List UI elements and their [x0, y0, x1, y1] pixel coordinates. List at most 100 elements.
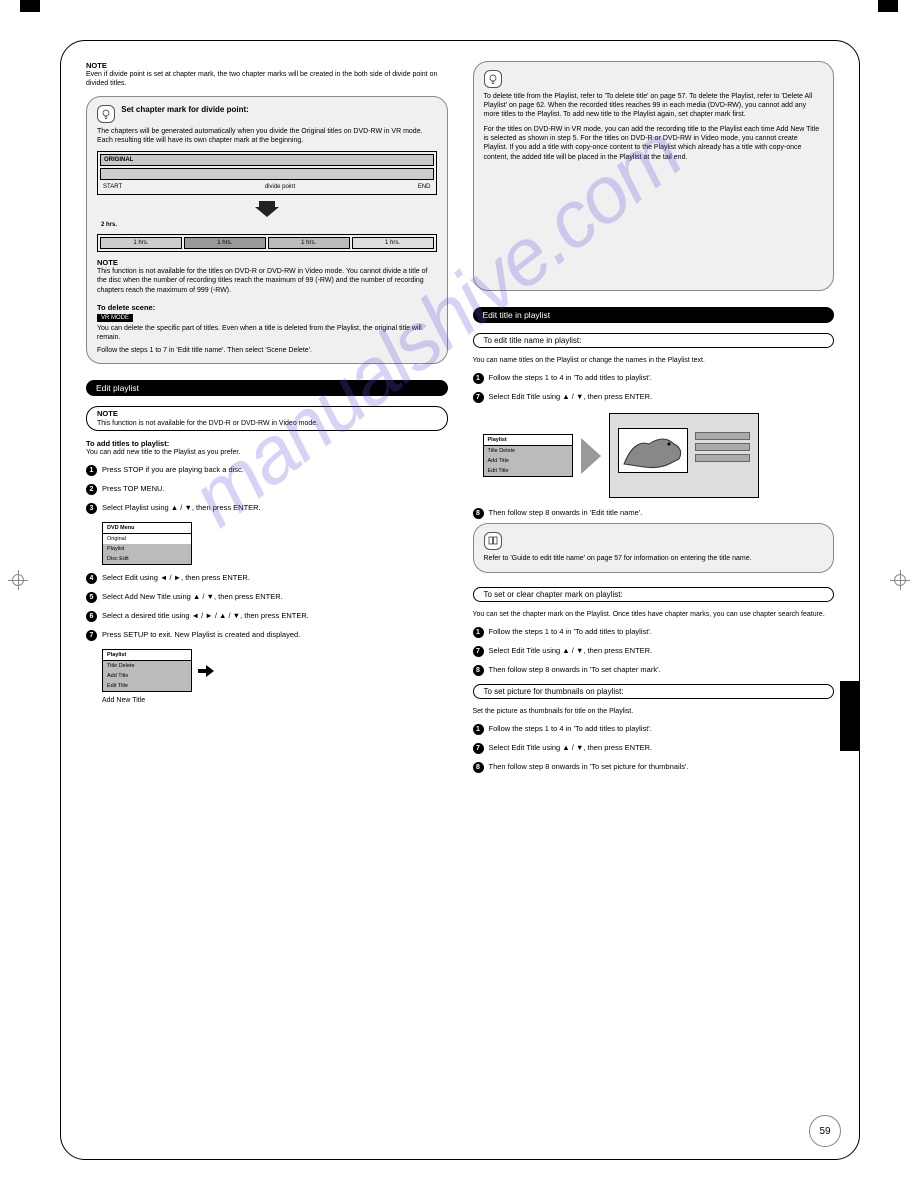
- step-number: 2: [86, 484, 97, 495]
- edit-body: You can name titles on the Playlist or c…: [473, 356, 835, 365]
- delete-body: You can delete the specific part of titl…: [97, 324, 437, 342]
- trim-mark: [20, 0, 40, 12]
- step-row: 1Follow the steps 1 to 4 in 'To add titl…: [473, 724, 835, 735]
- menu-item: Add Title: [484, 456, 572, 466]
- step-number: 5: [86, 592, 97, 603]
- step-row: 1 Press STOP if you are playing back a di…: [86, 465, 448, 476]
- step-row: 1 Follow the steps 1 to 4 in 'To add titl…: [473, 373, 835, 384]
- note-label: NOTE: [97, 258, 437, 267]
- subsection-header: To set picture for thumbnails on playlis…: [473, 684, 835, 699]
- arrow-down-icon: [97, 201, 437, 219]
- registration-mark: [890, 570, 910, 590]
- step-row: 4 Select Edit using ◄ / ►, then press ENT…: [86, 573, 448, 584]
- step-text: Select Edit Title using ▲ / ▼, then pres…: [489, 392, 835, 403]
- step-number: 7: [473, 743, 484, 754]
- menu-item: Playlist: [103, 544, 191, 554]
- menu-header: Playlist: [484, 435, 572, 446]
- preview-info-bars: [695, 432, 750, 465]
- step-number: 1: [86, 465, 97, 476]
- menu-item: Edit Title: [484, 466, 572, 476]
- step-number: 7: [473, 392, 484, 403]
- menu-item: Add Title: [103, 671, 191, 681]
- page-number: 59: [809, 1115, 841, 1147]
- step-text: Follow the steps 1 to 4 in 'To add title…: [489, 724, 835, 735]
- lightbulb-icon: [484, 70, 502, 88]
- step-text: Press STOP if you are playing back a dis…: [102, 465, 448, 476]
- tip-body-extra: For the titles on DVD-RW in VR mode, you…: [484, 125, 824, 161]
- osd-menu: Playlist Title Delete Add Title Edit Tit…: [483, 434, 573, 477]
- note-body: This function is not available for the t…: [97, 267, 437, 294]
- step-text: Select Playlist using ▲ / ▼, then press …: [102, 503, 448, 514]
- step-text: Select Add New Title using ▲ / ▼, then p…: [102, 592, 448, 603]
- arrow-right-icon: [581, 438, 601, 474]
- book-icon: [484, 532, 502, 550]
- chapter-body: You can set the chapter mark on the Play…: [473, 610, 835, 619]
- step-text: Then follow step 8 onwards in 'To set pi…: [489, 762, 835, 773]
- note-label: NOTE: [86, 61, 448, 70]
- arrow-right-icon: [198, 663, 214, 679]
- divide-diagram-before: ORIGINAL STARTdivide pointEND: [97, 151, 437, 195]
- step-row: 7 Select Edit Title using ▲ / ▼, then pre…: [473, 646, 835, 657]
- note-text: This function is not available for the D…: [97, 420, 318, 427]
- delete-scene-label: To delete scene:: [97, 303, 437, 312]
- step-number: 1: [473, 627, 484, 638]
- step-number: 7: [473, 646, 484, 657]
- osd-menu: DVD Menu Original Playlist Disc Edit: [102, 522, 192, 565]
- two-hrs-label: 2 hrs.: [101, 222, 437, 228]
- step-text: Follow the steps 1 to 4 in 'To add title…: [489, 373, 835, 384]
- vr-mode-badge: VR MODE: [97, 314, 133, 322]
- osd-menu: Playlist Title Delete Add Title Edit Tit…: [102, 649, 192, 692]
- step-row: 7 Press SETUP to exit. New Playlist is cr…: [86, 630, 448, 641]
- tip-body: To delete title from the Playlist, refer…: [484, 92, 824, 119]
- divide-diagram-after: 1 hrs.1 hrs.1 hrs.1 hrs.: [97, 234, 437, 252]
- thumbnail-image: [618, 428, 688, 473]
- step-number: 8: [473, 665, 484, 676]
- right-column: To delete title from the Playlist, refer…: [473, 61, 835, 1139]
- step-row: 2 Press TOP MENU.: [86, 484, 448, 495]
- step-text: Then follow step 8 onwards in 'Edit titl…: [489, 508, 835, 519]
- subsection-header: To set or clear chapter mark on playlist…: [473, 587, 835, 602]
- tip-body: The chapters will be generated automatic…: [97, 127, 437, 145]
- menu-note: Add New Title: [102, 696, 448, 705]
- step-number: 1: [473, 373, 484, 384]
- step-row: 8Then follow step 8 onwards in 'To set p…: [473, 762, 835, 773]
- step-text: Then follow step 8 onwards in 'To set ch…: [489, 665, 835, 676]
- menu-header: Playlist: [103, 650, 191, 661]
- reference-panel: Refer to 'Guide to edit title name' on p…: [473, 523, 835, 573]
- add-title-heading: To add titles to playlist:: [86, 439, 448, 448]
- step-row: 8 Then follow step 8 onwards in 'Edit tit…: [473, 508, 835, 519]
- note-box: NOTE This function is not available for …: [86, 406, 448, 431]
- step-text: Follow the steps 1 to 4 in 'To add title…: [489, 627, 835, 638]
- step-number: 7: [86, 630, 97, 641]
- step-row: 3 Select Playlist using ▲ / ▼, then press…: [86, 503, 448, 514]
- lightbulb-icon: [97, 105, 115, 123]
- screen-preview-row: Playlist Title Delete Add Title Edit Tit…: [483, 413, 835, 498]
- step-text: Press SETUP to exit. New Playlist is cre…: [102, 630, 448, 641]
- step-number: 8: [473, 508, 484, 519]
- note-text: Even if divide point is set at chapter m…: [86, 70, 448, 88]
- menu-item: Edit Title: [103, 681, 191, 691]
- step-number: 3: [86, 503, 97, 514]
- step-row: 8 Then follow step 8 onwards in 'To set c…: [473, 665, 835, 676]
- note-label: NOTE: [97, 409, 118, 418]
- step-row: 6Select a desired title using ◄ / ► / ▲ …: [86, 611, 448, 622]
- menu-item: Original: [103, 534, 191, 544]
- section-header: Edit playlist: [86, 380, 448, 396]
- menu-item: Title Delete: [484, 446, 572, 456]
- manual-page: NOTE Even if divide point is set at chap…: [60, 40, 860, 1160]
- steps-ref: Follow the steps 1 to 7 in 'Edit title n…: [97, 346, 437, 355]
- step-text: Select Edit using ◄ / ►, then press ENTE…: [102, 573, 448, 584]
- step-row: 1 Follow the steps 1 to 4 in 'To add titl…: [473, 627, 835, 638]
- menu-item: Title Delete: [103, 661, 191, 671]
- tip-panel-playlist: To delete title from the Playlist, refer…: [473, 61, 835, 291]
- step-text: Select Edit Title using ▲ / ▼, then pres…: [489, 743, 835, 754]
- step-text: Select a desired title using ◄ / ► / ▲ /…: [102, 611, 448, 622]
- step-text: Select Edit Title using ▲ / ▼, then pres…: [489, 646, 835, 657]
- thumb-body: Set the picture as thumbnails for title …: [473, 707, 835, 716]
- step-number: 4: [86, 573, 97, 584]
- ref-body: Refer to 'Guide to edit title name' on p…: [484, 554, 824, 563]
- section-header: Edit title in playlist: [473, 307, 835, 323]
- tip-title: Set chapter mark for divide point:: [121, 105, 249, 114]
- menu-item: Disc Edit: [103, 554, 191, 564]
- step-text: Press TOP MENU.: [102, 484, 448, 495]
